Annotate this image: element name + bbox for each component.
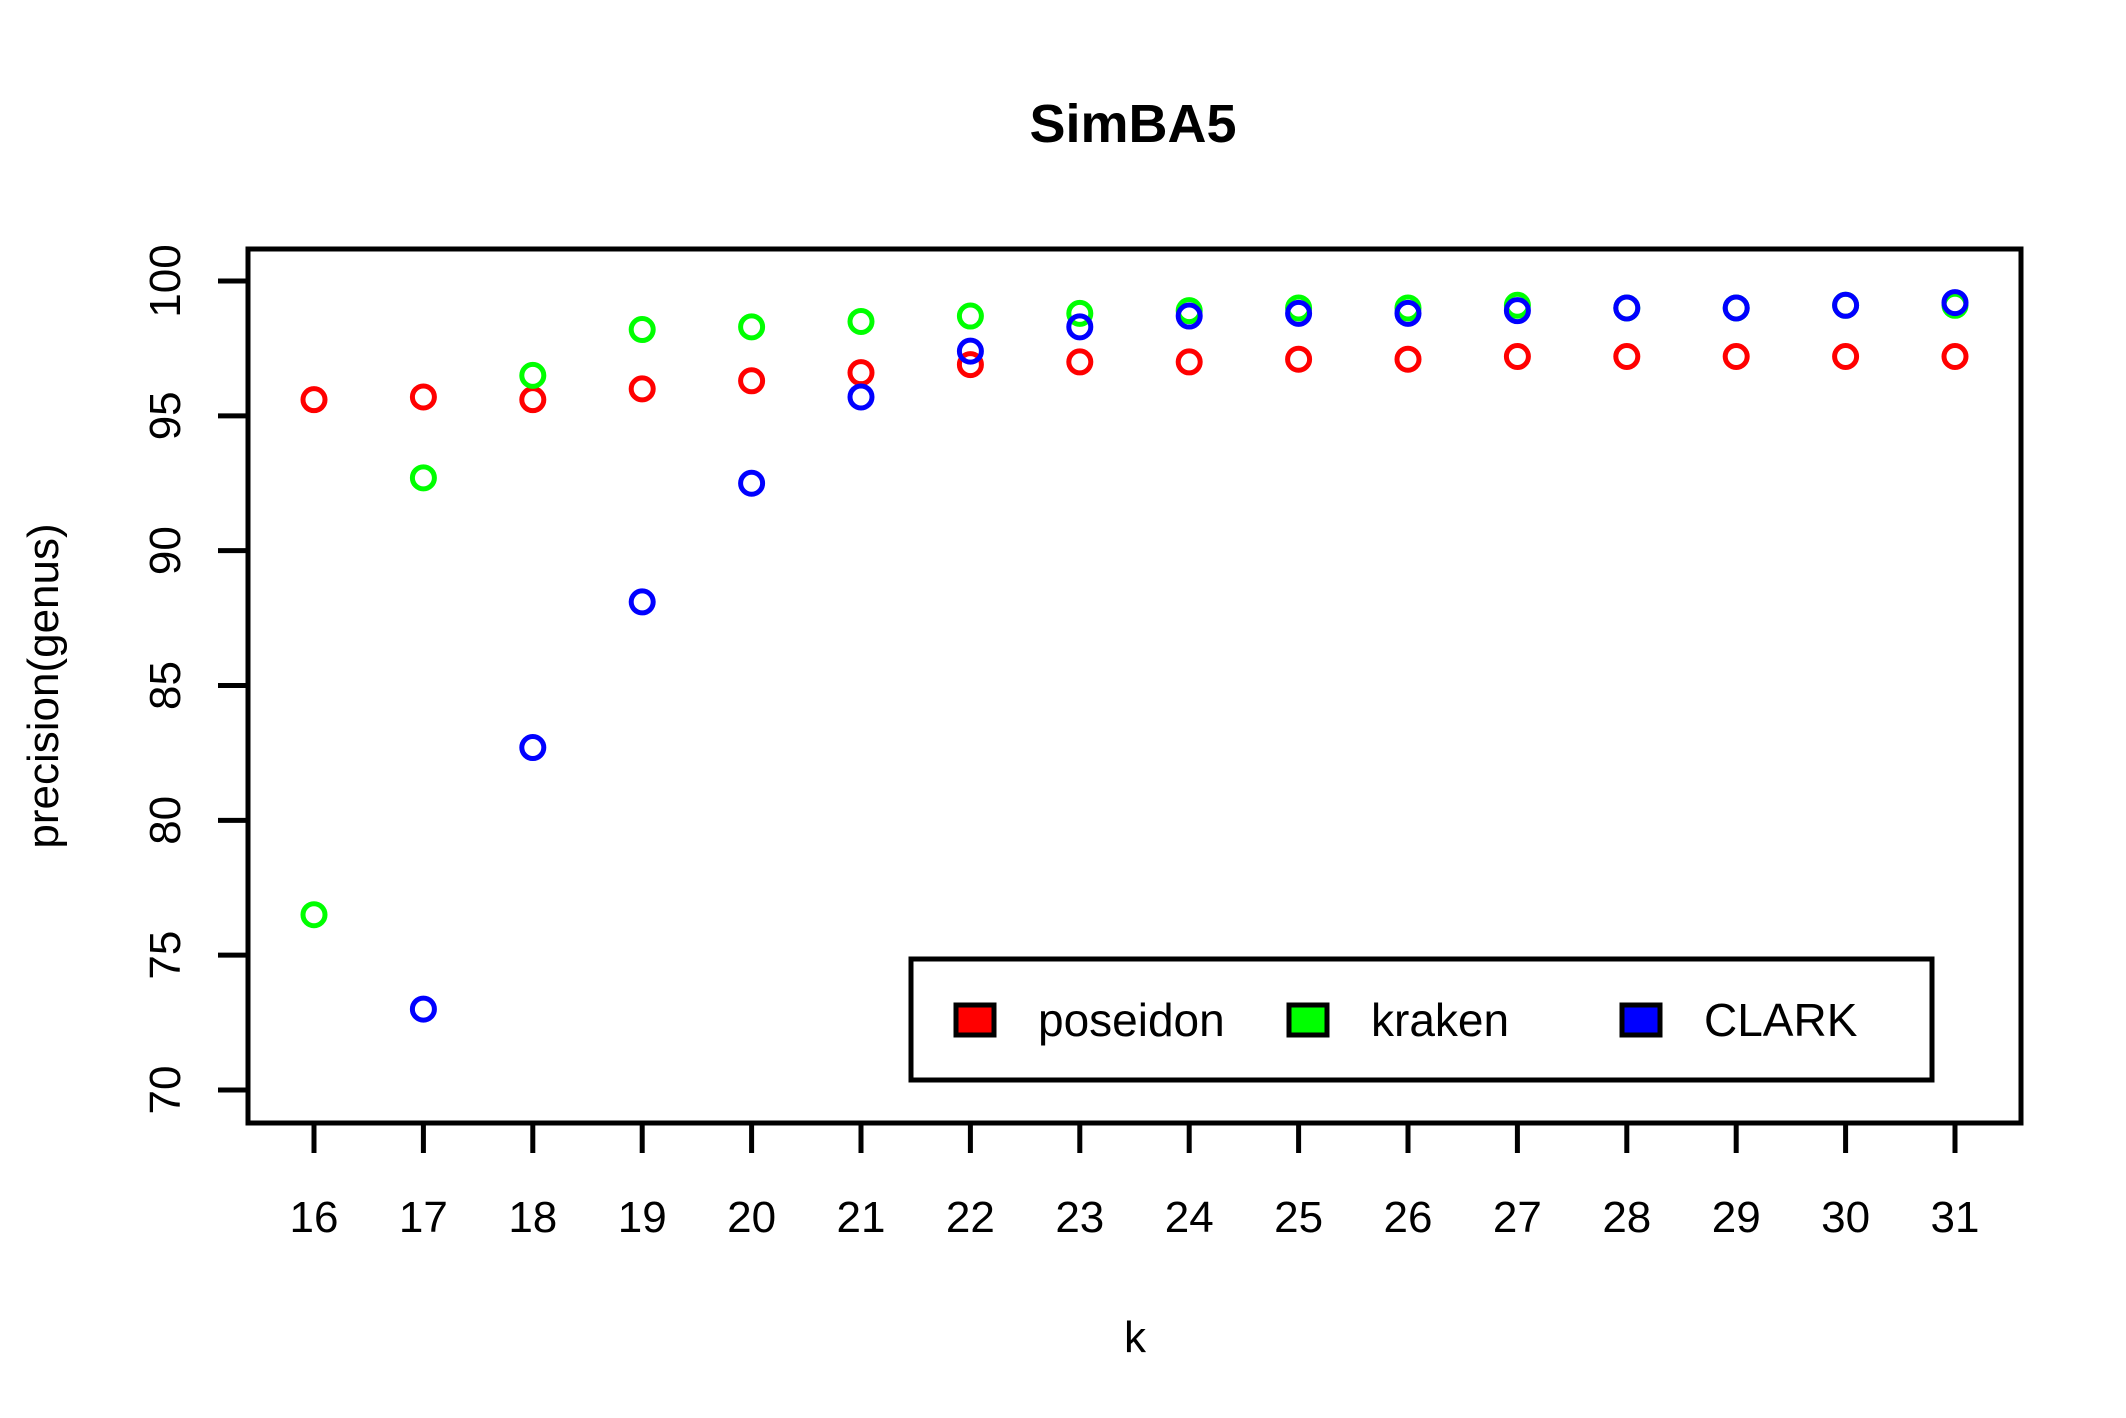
data-point-poseidon xyxy=(847,359,875,387)
data-point-clark xyxy=(628,588,656,616)
data-point-poseidon xyxy=(1503,343,1531,371)
data-point-poseidon xyxy=(1941,343,1969,371)
legend-box xyxy=(908,956,1935,1083)
y-tick-label: 85 xyxy=(141,661,190,710)
data-point-clark xyxy=(1066,313,1094,341)
data-point-poseidon xyxy=(409,383,437,411)
y-axis: 70 75 80 85 90 95 100 xyxy=(141,244,248,1114)
data-point-clark xyxy=(738,469,766,497)
data-point-kraken xyxy=(519,361,547,389)
data-point-clark xyxy=(1722,294,1750,322)
data-point-poseidon xyxy=(1722,343,1750,371)
legend-label-poseidon: poseidon xyxy=(1038,994,1225,1046)
x-tick-label: 16 xyxy=(290,1193,339,1242)
data-point-poseidon xyxy=(519,386,547,414)
data-point-clark xyxy=(519,734,547,762)
x-axis-label: k xyxy=(1124,1313,1147,1362)
x-tick-label: 21 xyxy=(837,1193,886,1242)
data-point-clark xyxy=(1394,299,1422,327)
legend-swatch-clark xyxy=(1619,1002,1663,1038)
y-tick-label: 80 xyxy=(141,796,190,845)
legend: poseidon kraken CLARK xyxy=(908,956,1935,1083)
chart-title: SimBA5 xyxy=(1029,94,1236,154)
legend-swatch-poseidon xyxy=(953,1002,997,1038)
data-point-kraken xyxy=(300,901,328,929)
legend-label-kraken: kraken xyxy=(1371,994,1509,1046)
legend-swatch-kraken xyxy=(1286,1002,1330,1038)
y-tick-label: 100 xyxy=(141,244,190,317)
x-tick-label: 17 xyxy=(399,1193,448,1242)
data-point-kraken xyxy=(738,313,766,341)
data-point-poseidon xyxy=(956,351,984,379)
data-point-poseidon xyxy=(300,386,328,414)
x-tick-label: 22 xyxy=(946,1193,995,1242)
data-point-poseidon xyxy=(1613,343,1641,371)
x-tick-label: 23 xyxy=(1055,1193,1104,1242)
y-tick-label: 75 xyxy=(141,931,190,980)
data-point-clark xyxy=(847,383,875,411)
data-point-poseidon xyxy=(1285,345,1313,373)
data-point-poseidon xyxy=(1175,348,1203,376)
y-tick-label: 90 xyxy=(141,526,190,575)
x-tick-label: 20 xyxy=(727,1193,776,1242)
x-tick-label: 25 xyxy=(1274,1193,1323,1242)
x-tick-label: 26 xyxy=(1384,1193,1433,1242)
data-point-poseidon xyxy=(738,367,766,395)
data-point-kraken xyxy=(956,302,984,330)
data-point-clark xyxy=(1503,297,1531,325)
data-point-clark xyxy=(1613,294,1641,322)
data-point-poseidon xyxy=(1394,345,1422,373)
data-point-poseidon xyxy=(628,375,656,403)
legend-label-clark: CLARK xyxy=(1704,994,1858,1046)
x-tick-label: 30 xyxy=(1821,1193,1870,1242)
x-tick-label: 18 xyxy=(508,1193,557,1242)
data-point-clark xyxy=(1832,291,1860,319)
data-point-clark xyxy=(956,337,984,365)
data-point-clark xyxy=(1941,289,1969,317)
data-point-kraken xyxy=(1066,299,1094,327)
x-axis: 16 17 18 19 20 21 22 23 24 25 26 27 28 29 30 31 xyxy=(290,1123,1980,1242)
x-tick-label: 29 xyxy=(1712,1193,1761,1242)
y-tick-label: 95 xyxy=(141,391,190,440)
data-point-clark xyxy=(1285,299,1313,327)
data-point-clark xyxy=(409,995,437,1023)
data-points xyxy=(300,289,1969,1023)
x-tick-label: 24 xyxy=(1165,1193,1214,1242)
data-point-kraken xyxy=(628,316,656,344)
y-tick-label: 70 xyxy=(141,1066,190,1115)
x-tick-label: 27 xyxy=(1493,1193,1542,1242)
data-point-kraken xyxy=(409,464,437,492)
y-axis-label: precision(genus) xyxy=(19,523,68,848)
data-point-kraken xyxy=(847,307,875,335)
x-tick-label: 19 xyxy=(618,1193,667,1242)
data-point-clark xyxy=(1175,302,1203,330)
data-point-poseidon xyxy=(1832,343,1860,371)
data-point-poseidon xyxy=(1066,348,1094,376)
x-tick-label: 28 xyxy=(1602,1193,1651,1242)
x-tick-label: 31 xyxy=(1931,1193,1980,1242)
